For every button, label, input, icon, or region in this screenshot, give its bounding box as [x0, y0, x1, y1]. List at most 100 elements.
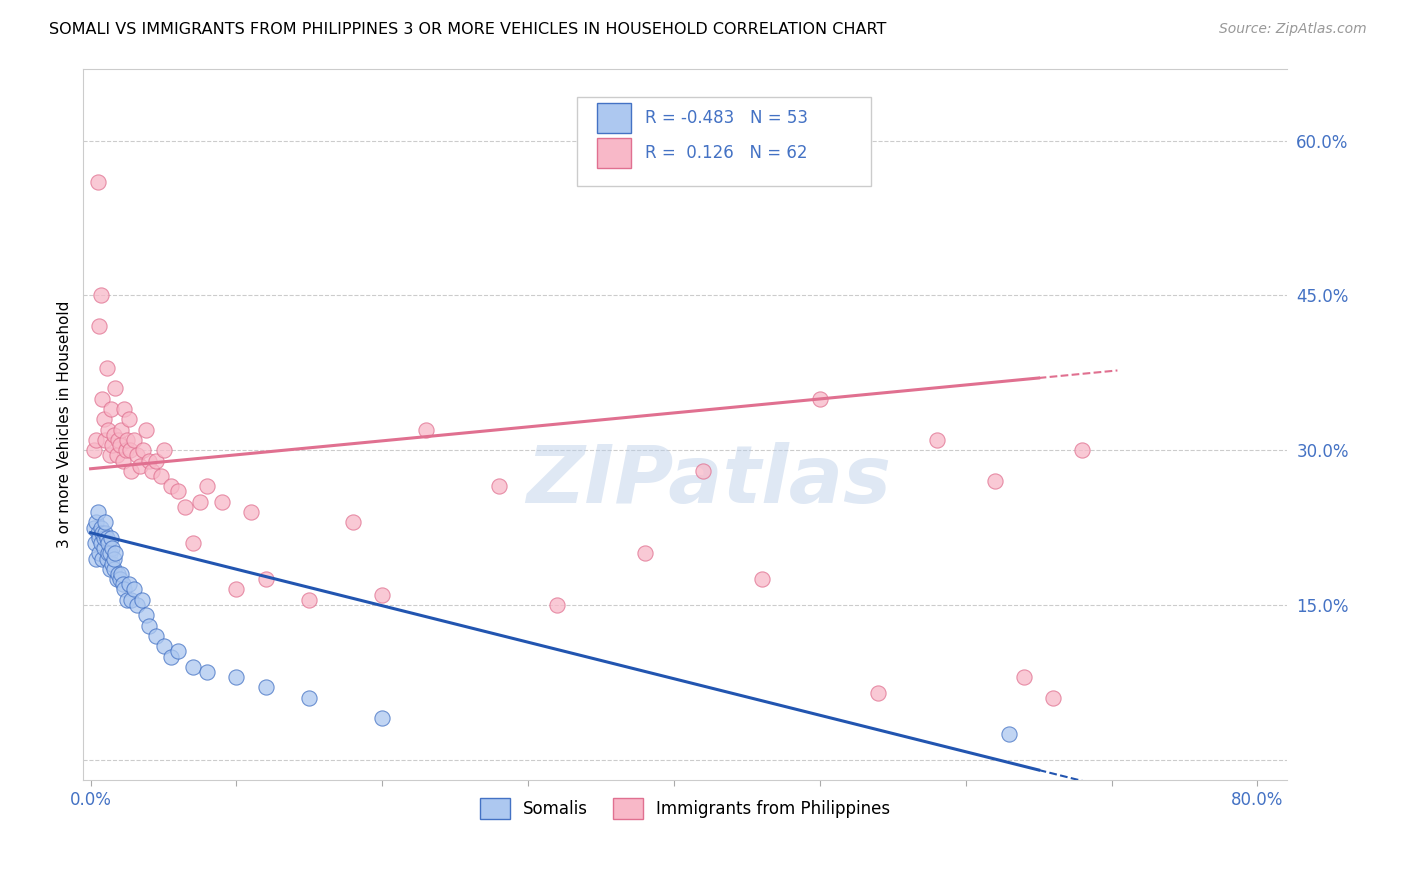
Text: Source: ZipAtlas.com: Source: ZipAtlas.com	[1219, 22, 1367, 37]
Point	[105, 448, 128, 462]
Point	[127, 448, 149, 462]
Point	[138, 453, 160, 467]
Point	[159, 479, 181, 493]
Point	[117, 577, 139, 591]
Point	[298, 690, 321, 705]
Point	[93, 412, 115, 426]
Point	[101, 438, 124, 452]
Point	[89, 319, 111, 334]
Point	[84, 536, 107, 550]
Point	[195, 479, 218, 493]
Point	[751, 572, 773, 586]
Point	[103, 427, 125, 442]
Point	[94, 516, 117, 530]
Point	[118, 443, 141, 458]
Point	[1012, 670, 1035, 684]
Point	[692, 464, 714, 478]
Point	[415, 423, 437, 437]
Point	[86, 551, 108, 566]
Point	[89, 546, 111, 560]
Point	[108, 438, 131, 452]
Point	[342, 516, 364, 530]
Point	[149, 469, 172, 483]
Point	[91, 525, 114, 540]
Point	[998, 727, 1021, 741]
Point	[488, 479, 510, 493]
Point	[101, 557, 124, 571]
Point	[87, 525, 110, 540]
FancyBboxPatch shape	[576, 97, 872, 186]
Point	[91, 392, 114, 406]
Y-axis label: 3 or more Vehicles in Household: 3 or more Vehicles in Household	[58, 301, 72, 548]
Point	[100, 531, 122, 545]
Point	[111, 453, 134, 467]
Point	[101, 541, 124, 556]
Point	[90, 288, 112, 302]
Point	[371, 711, 394, 725]
Point	[808, 392, 831, 406]
Point	[240, 505, 263, 519]
Point	[120, 592, 142, 607]
Point	[120, 464, 142, 478]
Point	[107, 433, 129, 447]
Point	[112, 401, 135, 416]
Point	[103, 562, 125, 576]
Point	[371, 588, 394, 602]
Point	[97, 546, 120, 560]
Point	[94, 433, 117, 447]
Point	[131, 592, 153, 607]
Point	[135, 423, 157, 437]
Point	[115, 433, 138, 447]
Point	[115, 592, 138, 607]
Text: ZIPatlas: ZIPatlas	[526, 442, 891, 520]
Point	[97, 536, 120, 550]
Legend: Somalis, Immigrants from Philippines: Somalis, Immigrants from Philippines	[472, 792, 897, 825]
Point	[98, 448, 121, 462]
Point	[117, 412, 139, 426]
Point	[145, 453, 167, 467]
Point	[181, 660, 204, 674]
Point	[546, 598, 568, 612]
Point	[159, 649, 181, 664]
FancyBboxPatch shape	[598, 138, 631, 169]
Point	[110, 423, 132, 437]
Point	[225, 670, 247, 684]
Point	[1042, 690, 1064, 705]
Point	[87, 505, 110, 519]
Point	[110, 566, 132, 581]
Point	[83, 520, 105, 534]
Point	[145, 629, 167, 643]
Text: R = -0.483   N = 53: R = -0.483 N = 53	[645, 109, 808, 127]
Point	[925, 433, 948, 447]
Point	[124, 582, 146, 597]
Point	[152, 443, 174, 458]
Point	[167, 484, 190, 499]
Point	[98, 546, 121, 560]
Point	[114, 443, 136, 458]
Point	[127, 598, 149, 612]
Point	[93, 531, 115, 545]
Point	[111, 577, 134, 591]
Point	[138, 618, 160, 632]
Point	[94, 525, 117, 540]
Point	[225, 582, 247, 597]
Point	[298, 592, 321, 607]
Point	[91, 551, 114, 566]
FancyBboxPatch shape	[598, 103, 631, 133]
Point	[103, 551, 125, 566]
Point	[868, 685, 890, 699]
Point	[135, 608, 157, 623]
Point	[96, 551, 118, 566]
Point	[86, 433, 108, 447]
Point	[96, 531, 118, 545]
Point	[129, 458, 152, 473]
Point	[90, 536, 112, 550]
Point	[104, 546, 127, 560]
Point	[174, 500, 197, 514]
Point	[96, 360, 118, 375]
Point	[124, 433, 146, 447]
Text: SOMALI VS IMMIGRANTS FROM PHILIPPINES 3 OR MORE VEHICLES IN HOUSEHOLD CORRELATIO: SOMALI VS IMMIGRANTS FROM PHILIPPINES 3 …	[49, 22, 887, 37]
Point	[108, 572, 131, 586]
Point	[211, 495, 233, 509]
Point	[634, 546, 657, 560]
